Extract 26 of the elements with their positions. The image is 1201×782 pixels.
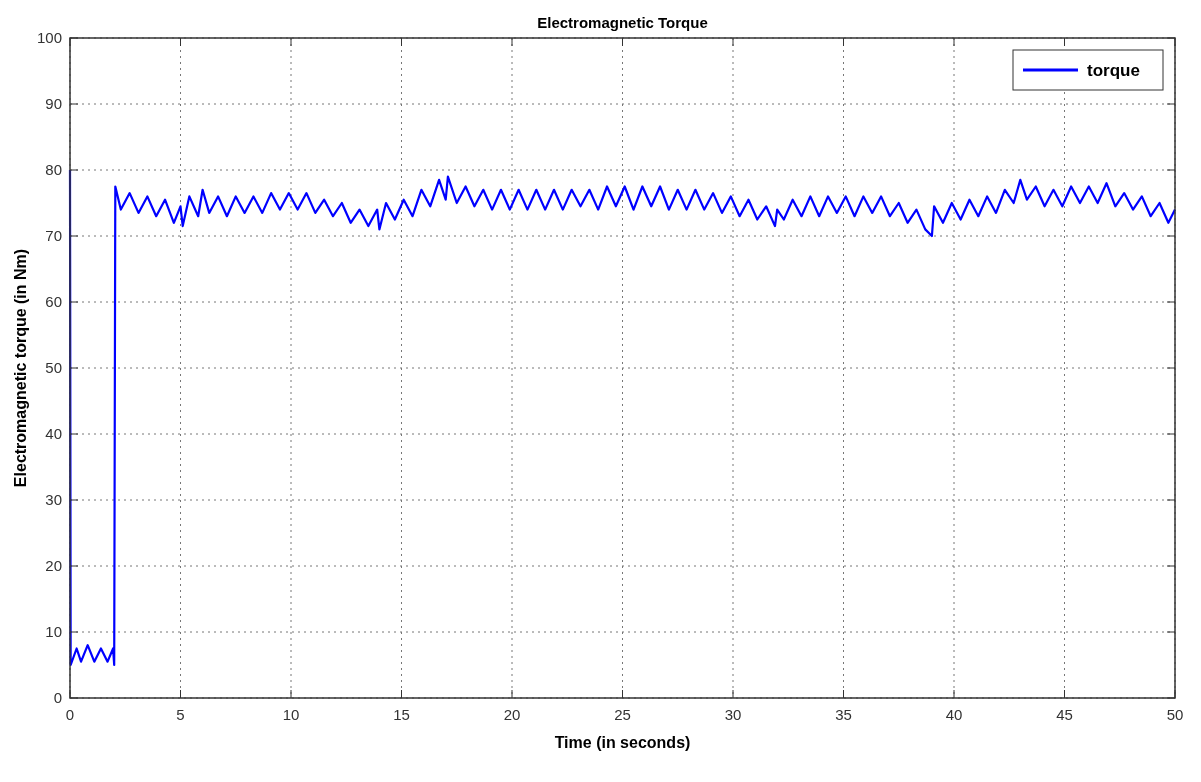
y-tick-label: 20 <box>45 557 62 575</box>
x-tick-label: 20 <box>503 706 521 723</box>
y-axis-title: Electromagnetic torque (in Nm) <box>12 248 29 488</box>
x-tick-label: 45 <box>1056 706 1073 723</box>
y-tick-label: 80 <box>45 161 62 179</box>
y-tick-label: 90 <box>45 95 62 113</box>
x-tick-label: 50 <box>1166 706 1184 723</box>
x-tick-label: 5 <box>176 706 185 723</box>
y-tick-label: 0 <box>53 689 62 707</box>
y-tick-label: 50 <box>45 359 62 377</box>
x-tick-label: 35 <box>835 706 852 723</box>
x-tick-label: 10 <box>282 706 300 723</box>
x-tick-label: 30 <box>724 706 742 723</box>
y-tick-label: 60 <box>45 293 62 311</box>
legend-label: torque <box>1087 60 1140 80</box>
x-tick-label: 40 <box>945 706 963 723</box>
y-tick-label: 10 <box>45 623 62 641</box>
y-tick-label: 30 <box>45 491 62 509</box>
x-tick-label: 15 <box>393 706 410 723</box>
y-tick-label: 70 <box>45 227 62 245</box>
x-axis-title: Time (in seconds) <box>554 734 691 751</box>
y-tick-label: 40 <box>45 425 62 443</box>
x-tick-label: 25 <box>614 706 631 723</box>
x-tick-label: 0 <box>65 706 75 723</box>
chart-title: Electromagnetic Torque <box>537 14 708 31</box>
y-tick-label: 100 <box>36 29 62 47</box>
